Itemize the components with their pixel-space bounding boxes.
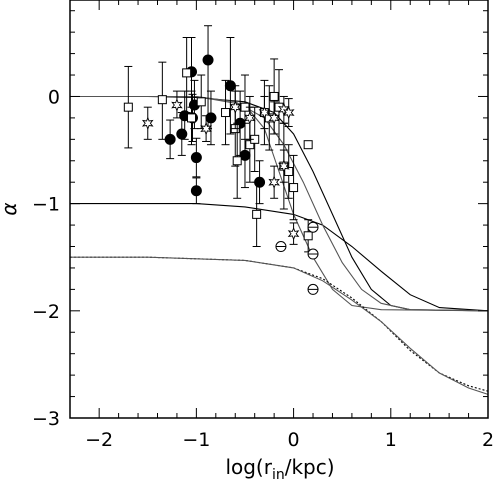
marker-open-star <box>244 111 256 125</box>
data-point-open-square <box>157 61 167 140</box>
x-tick-label: 0 <box>288 429 300 451</box>
marker-open-star <box>287 227 300 241</box>
data-point-filled-circle <box>190 137 202 178</box>
y-tick-label: −2 <box>32 301 60 323</box>
data-point-open-star <box>229 85 242 130</box>
model-curves <box>70 95 489 395</box>
data-point-open-star <box>268 101 280 135</box>
marker-open-star <box>229 100 242 114</box>
plot-frame <box>69 0 489 419</box>
y-axis-title: α <box>0 202 21 215</box>
marker-open-star <box>268 111 280 125</box>
marker-open-star <box>171 98 183 112</box>
marker-open-square <box>232 156 242 166</box>
data-point-open-square <box>240 74 250 140</box>
data-point-filled-circle <box>190 177 202 205</box>
marker-filled-circle <box>239 149 251 161</box>
data-point-open-star <box>171 90 183 119</box>
marker-filled-circle <box>164 133 176 145</box>
marker-filled-circle <box>190 152 202 164</box>
model-curve-5 <box>70 256 489 392</box>
data-point-open-star <box>287 222 300 245</box>
data-point-filled-circle <box>164 119 176 160</box>
data-point-open-circle-bar <box>275 241 287 253</box>
marker-open-square <box>157 95 167 105</box>
y-tick-label: 0 <box>48 86 60 108</box>
marker-open-square <box>269 91 279 101</box>
y-tick-label: −1 <box>32 194 60 216</box>
marker-open-star <box>282 105 295 120</box>
marker-filled-circle <box>202 54 214 66</box>
data-point-open-star <box>282 98 295 127</box>
x-axis-title-tail: /kpc) <box>285 455 335 479</box>
data-point-open-circle-bar <box>307 221 319 233</box>
x-axis-title-main: log(r <box>225 455 272 479</box>
model-curve-6 <box>70 256 489 395</box>
data-point-filled-circle <box>202 25 214 130</box>
marker-open-star <box>200 121 212 136</box>
x-tick-label: −1 <box>182 429 210 451</box>
marker-open-square <box>245 140 255 150</box>
x-tick-label: −2 <box>85 429 113 451</box>
tick-labels: −2 −1 0 1 2 −3 −2 −1 0 <box>32 86 494 451</box>
data-point-open-circle-bar <box>307 283 319 295</box>
marker-filled-circle <box>190 185 202 197</box>
marker-open-square <box>187 113 197 123</box>
data-point-open-square <box>182 37 192 114</box>
data-point-open-square <box>232 122 242 199</box>
marker-open-square <box>303 231 313 241</box>
data-point-open-star <box>200 115 212 142</box>
y-tick-label: −3 <box>32 408 60 430</box>
marker-open-square <box>252 209 262 219</box>
x-axis-title-subscript: in <box>272 467 285 483</box>
data-point-open-square <box>196 74 206 130</box>
data-point-open-square <box>123 65 133 149</box>
data-point-open-square <box>252 181 262 248</box>
x-tick-label: 2 <box>482 429 494 451</box>
marker-open-square <box>221 108 231 118</box>
data-point-open-star <box>258 95 271 130</box>
data-point-filled-circle <box>224 37 236 135</box>
data-point-filled-circle <box>205 90 217 146</box>
marker-open-square <box>284 166 294 176</box>
x-axis-title: log(rin/kpc) <box>225 455 334 483</box>
data-point-open-star <box>278 149 290 183</box>
marker-open-square <box>303 140 313 150</box>
data-point-open-square <box>264 85 274 151</box>
data-point-open-star <box>244 95 256 140</box>
marker-open-square <box>196 97 206 107</box>
data-point-open-square <box>289 154 299 221</box>
marker-filled-circle <box>176 128 188 140</box>
data-point-open-square <box>221 79 231 146</box>
marker-open-star <box>141 116 154 131</box>
data-point-open-square <box>187 90 197 146</box>
marker-open-star <box>278 159 290 173</box>
data-point-open-circle-bar <box>307 248 319 260</box>
data-point-open-star <box>268 165 280 199</box>
data-markers <box>123 25 319 295</box>
data-point-open-square <box>303 140 313 150</box>
marker-open-star <box>268 175 280 189</box>
marker-filled-circle <box>205 112 217 124</box>
marker-open-square <box>289 183 299 193</box>
x-tick-label: 1 <box>385 429 397 451</box>
marker-open-star <box>258 105 271 120</box>
data-point-open-star <box>141 106 154 140</box>
data-point-open-square <box>284 144 294 199</box>
marker-open-square <box>123 102 133 112</box>
axis-ticks <box>70 0 489 419</box>
marker-filled-circle <box>224 80 236 92</box>
model-curve-3 <box>70 95 489 312</box>
marker-open-square <box>182 68 192 78</box>
